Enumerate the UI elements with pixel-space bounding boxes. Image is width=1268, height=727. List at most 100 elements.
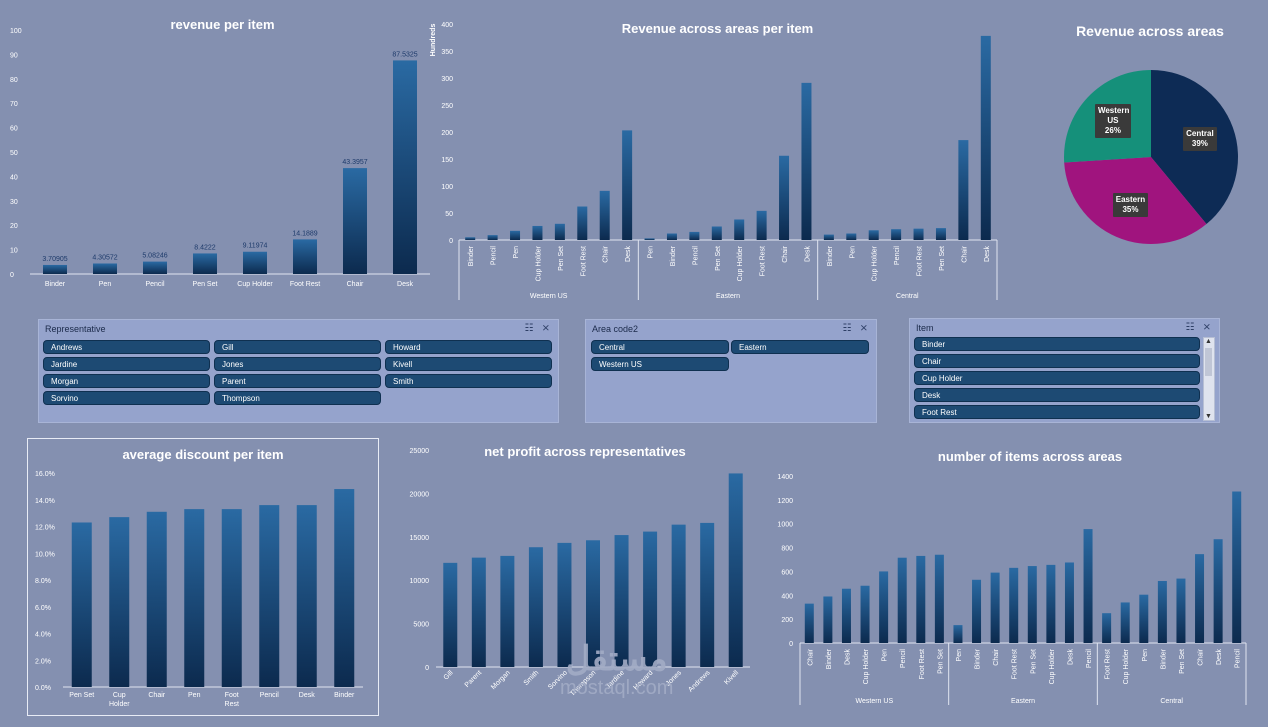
y-tick-label: 0 — [10, 272, 14, 279]
slicer-title: Item — [916, 323, 934, 333]
y-tick-label: 100 — [441, 184, 453, 191]
revenue-areas-items-svg: 0 50 100 150 200 250 300 350 400 Hundreds Binder Pe… — [430, 22, 998, 300]
bar — [1195, 554, 1205, 643]
pie-slice-percent: 35% — [1122, 204, 1139, 214]
bar — [510, 230, 521, 240]
slicer-item-andrews[interactable]: Andrews — [43, 340, 210, 354]
slicer-item-howard[interactable]: Howard — [385, 340, 552, 354]
y-tick-label: 40 — [10, 174, 18, 181]
slicer-item-smith[interactable]: Smith — [385, 374, 552, 388]
bar — [554, 223, 565, 240]
y-tick-label: 0 — [425, 665, 429, 672]
y-tick-label: 12.0% — [35, 525, 55, 532]
group-label: Western US — [530, 293, 568, 300]
avg-discount-svg: 0.0% 2.0% 4.0% 6.0% 8.0% 10.0% 12.0% 14.0% 16.0%… — [35, 471, 363, 708]
bar — [823, 234, 834, 240]
slicer-item-foot-rest[interactable]: Foot Rest — [914, 405, 1200, 419]
bar — [43, 264, 67, 274]
watermark: مستقل mostaql.com — [560, 640, 673, 698]
y-tick-label: 10 — [10, 248, 18, 255]
slicer-item-jardine[interactable]: Jardine — [43, 357, 210, 371]
bar — [184, 509, 205, 687]
bar — [296, 505, 317, 687]
bar — [557, 542, 572, 667]
scroll-thumb[interactable] — [1205, 348, 1212, 376]
watermark-latin: mostaql.com — [560, 677, 674, 699]
bar — [1083, 529, 1093, 643]
x-tick-label: Desk — [625, 246, 632, 262]
scroll-down-icon[interactable]: ▼ — [1205, 413, 1212, 420]
slicer-item-binder[interactable]: Binder — [914, 337, 1200, 351]
bar — [860, 585, 870, 643]
chart-title: Revenue across areas — [1076, 23, 1224, 39]
slicer-item-morgan[interactable]: Morgan — [43, 374, 210, 388]
data-label: 5.08246 — [142, 253, 167, 260]
slicer-item-kivell[interactable]: Kivell — [385, 357, 552, 371]
x-tick-label: Desk — [1216, 649, 1223, 665]
slicer-item-cup-holder[interactable]: Cup Holder — [914, 371, 1200, 385]
y-tick-label: 90 — [10, 52, 18, 59]
data-label: 87.5325 — [392, 51, 417, 58]
y-tick-label: 50 — [445, 211, 453, 218]
x-tick-label: Cup Holder — [737, 245, 744, 281]
x-tick-label: Chair — [993, 648, 1000, 665]
multi-select-icon[interactable]: ☷ — [524, 323, 534, 334]
x-tick-label: Cup Holder — [863, 648, 870, 684]
slicer-item-sorvino[interactable]: Sorvino — [43, 391, 210, 405]
slicer-item-gill[interactable]: Gill — [214, 340, 381, 354]
y-tick-label: 1200 — [777, 498, 793, 505]
bar — [728, 473, 743, 667]
multi-select-icon[interactable]: ☷ — [1185, 322, 1195, 333]
x-tick-label: Chair — [807, 648, 814, 665]
x-tick-label: Chair — [347, 281, 364, 288]
bar — [1009, 567, 1019, 643]
multi-select-icon[interactable]: ☷ — [842, 323, 852, 334]
clear-filter-icon[interactable]: ⨯ — [859, 323, 868, 334]
x-tick-label: Pen — [648, 246, 655, 259]
area-slicer: Area code2 ☷ ⨯ Central Eastern Western US — [585, 319, 877, 423]
y-tick-label: 200 — [441, 130, 453, 137]
x-tick-label: Pen Set — [939, 246, 946, 271]
slicer-item-jones[interactable]: Jones — [214, 357, 381, 371]
slicer-controls: ☷ ⨯ — [835, 323, 868, 334]
x-tick-label: Binder — [827, 245, 834, 266]
x-tick-label: Desk — [844, 649, 851, 665]
item-slicer-scrollbar[interactable]: ▲ ▼ — [1203, 337, 1215, 421]
slicer-item-parent[interactable]: Parent — [214, 374, 381, 388]
clear-filter-icon[interactable]: ⨯ — [541, 323, 550, 334]
x-tick-label: Pen Set — [937, 649, 944, 674]
bar — [143, 261, 167, 274]
x-tick-label: Binder — [468, 245, 475, 266]
pie-slice-percent: 39% — [1191, 139, 1208, 149]
x-tick-label: Foot Rest — [919, 649, 926, 679]
slicer-item-desk[interactable]: Desk — [914, 388, 1200, 402]
y-tick-label: 350 — [441, 49, 453, 56]
bar — [465, 237, 476, 240]
chart-net-profit-across-representatives: net profit across representatives 0 5000 1… — [395, 438, 755, 718]
y-tick-label: 4.0% — [35, 632, 51, 639]
x-tick-label: Pen — [99, 281, 112, 288]
data-label: 3.70905 — [42, 256, 67, 263]
bar — [879, 571, 889, 643]
x-tick-label: Cup Holder — [872, 245, 879, 281]
bar — [293, 239, 317, 274]
slicer-item-western-us[interactable]: Western US — [591, 357, 729, 371]
y-axis-label: Hundreds — [430, 24, 437, 57]
slicer-item-thompson[interactable]: Thompson — [214, 391, 381, 405]
bar — [1102, 613, 1112, 643]
bar — [980, 35, 991, 240]
bar — [990, 572, 1000, 643]
items-areas-svg: 0 200 400 600 800 1000 1200 1400 Chair Binder Desk… — [777, 474, 1247, 705]
clear-filter-icon[interactable]: ⨯ — [1202, 322, 1211, 333]
slicer-item-central[interactable]: Central — [591, 340, 729, 354]
bar — [343, 168, 367, 274]
slicer-item-chair[interactable]: Chair — [914, 354, 1200, 368]
slicer-title: Representative — [45, 324, 106, 334]
bar — [614, 535, 629, 667]
net-profit-svg: 0 5000 10000 15000 20000 25000 Gill Parent Morga… — [410, 448, 750, 698]
scroll-up-icon[interactable]: ▲ — [1205, 338, 1212, 345]
y-tick-label: 80 — [10, 77, 18, 84]
chart-title: Revenue across areas per item — [621, 21, 814, 36]
x-tick-label: Pencil — [1235, 649, 1242, 669]
slicer-item-eastern[interactable]: Eastern — [731, 340, 869, 354]
